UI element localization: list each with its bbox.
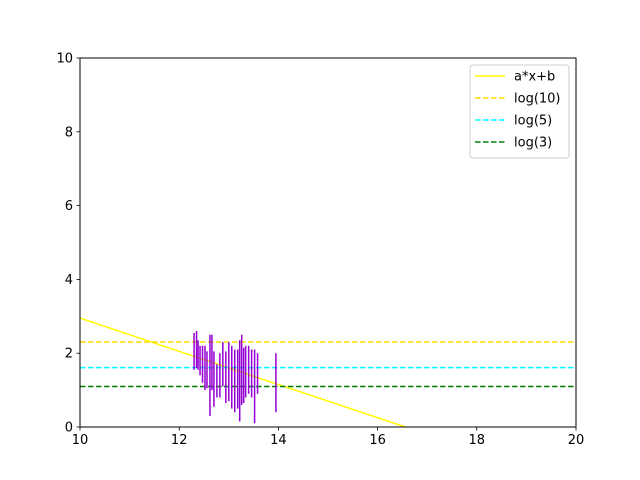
x-tick-label-5: 20 xyxy=(568,433,585,448)
y-tick-label-0: 0 xyxy=(65,421,73,436)
legend-box xyxy=(469,64,570,159)
y-tick-label-3: 6 xyxy=(65,199,73,214)
y-tick-label-5: 10 xyxy=(56,52,73,67)
plot-frame xyxy=(79,57,577,428)
x-axis: 10 12 14 16 18 20 xyxy=(72,427,585,448)
y-tick-label-4: 8 xyxy=(65,125,73,140)
series-layer xyxy=(80,317,576,427)
series-line-0 xyxy=(80,317,406,427)
errorbar-layer xyxy=(193,331,277,424)
legend-item-0: a*x+b xyxy=(475,70,555,85)
legend-label-0: a*x+b xyxy=(514,70,555,85)
x-tick-label-1: 12 xyxy=(171,433,188,448)
legend-label-1: log(10) xyxy=(514,92,561,107)
x-tick-label-3: 16 xyxy=(369,433,386,448)
legend: a*x+b log(10) log(5) log(3) xyxy=(469,64,570,159)
y-tick-label-2: 4 xyxy=(65,273,73,288)
legend-item-3: log(3) xyxy=(475,136,552,151)
y-tick-label-1: 2 xyxy=(65,347,73,362)
x-tick-label-4: 18 xyxy=(469,433,486,448)
legend-label-2: log(5) xyxy=(514,114,552,129)
legend-label-3: log(3) xyxy=(514,136,552,151)
legend-item-2: log(5) xyxy=(475,114,552,129)
x-tick-label-2: 14 xyxy=(270,433,287,448)
y-axis: 0 2 4 6 8 10 xyxy=(56,52,80,436)
x-tick-label-0: 10 xyxy=(72,433,89,448)
legend-item-1: log(10) xyxy=(475,92,561,107)
